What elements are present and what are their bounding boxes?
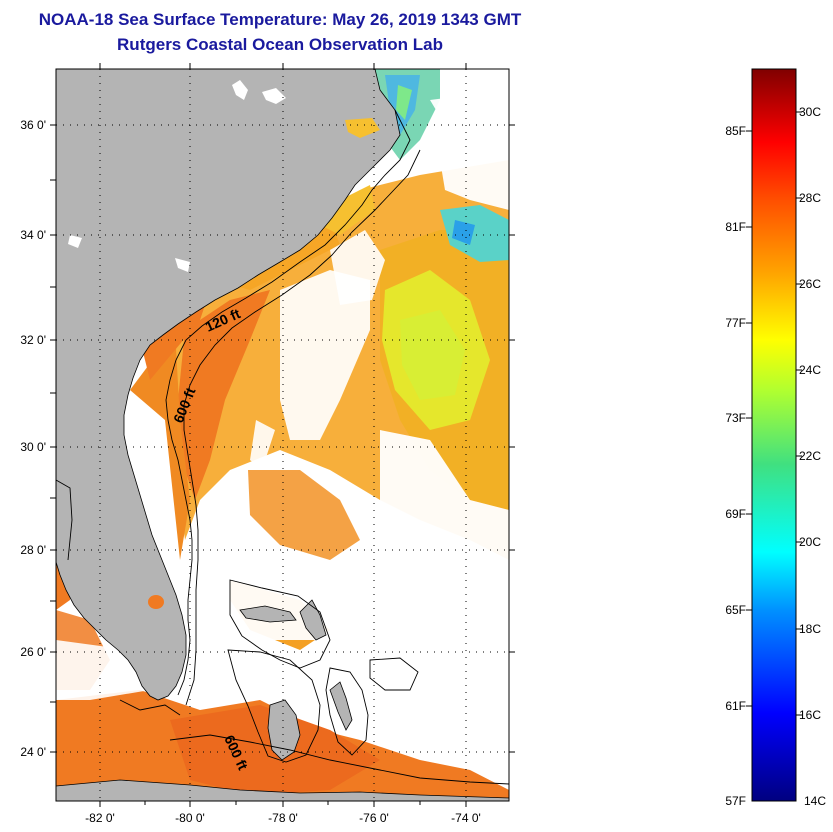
colorbar — [751, 68, 797, 802]
map-panel: 120 ft 600 ft 600 ft — [56, 69, 509, 801]
colorbar-label-f: 69F — [725, 507, 746, 521]
colorbar-label-c: 18C — [799, 622, 821, 636]
colorbar-label-f: 61F — [725, 699, 746, 713]
lat-label: 26 0' — [20, 645, 46, 659]
colorbar-label-c: 20C — [799, 535, 821, 549]
lon-label: -76 0' — [359, 811, 389, 825]
lat-label: 24 0' — [20, 745, 46, 759]
colorbar-label-c: 28C — [799, 191, 821, 205]
lat-label: 36 0' — [20, 118, 46, 132]
lon-label: -78 0' — [268, 811, 298, 825]
colorbar-label-c: 24C — [799, 363, 821, 377]
graticule — [56, 69, 509, 801]
map-subtitle: Rutgers Coastal Ocean Observation Lab — [117, 35, 443, 54]
colorbar-label-c: 26C — [799, 277, 821, 291]
lon-label: -82 0' — [85, 811, 115, 825]
colorbar-label-c: 22C — [799, 449, 821, 463]
us-mainland — [56, 69, 401, 701]
lake — [232, 80, 248, 100]
axis-ticks — [50, 63, 515, 807]
colorbar-label-f: 65F — [725, 603, 746, 617]
colorbar-label-c: 14C — [804, 794, 826, 808]
lat-label: 34 0' — [20, 228, 46, 242]
colorbar-ticks — [746, 111, 802, 716]
cloud-mask — [56, 90, 509, 700]
lon-label: -80 0' — [175, 811, 205, 825]
lat-label: 28 0' — [20, 543, 46, 557]
colorbar-label-f: 85F — [725, 124, 746, 138]
lake-okeechobee — [148, 595, 164, 609]
colorbar-label-c: 30C — [799, 105, 821, 119]
colorbar-label-f: 73F — [725, 411, 746, 425]
abaco — [299, 599, 327, 641]
lake — [175, 258, 190, 272]
lat-label: 30 0' — [20, 440, 46, 454]
cuba — [56, 779, 509, 801]
lat-label: 32 0' — [20, 333, 46, 347]
colorbar-label-f: 77F — [725, 316, 746, 330]
sound — [345, 118, 380, 138]
eleuthera — [329, 681, 353, 731]
lake — [68, 235, 82, 248]
grand-bahama — [239, 605, 297, 623]
colorbar-label-f: 57F — [725, 794, 746, 808]
lake — [262, 88, 286, 104]
colorbar-label-f: 81F — [725, 220, 746, 234]
map-title: NOAA-18 Sea Surface Temperature: May 26,… — [38, 10, 522, 29]
colorbar-label-c: 16C — [799, 708, 821, 722]
lon-label: -74 0' — [451, 811, 481, 825]
